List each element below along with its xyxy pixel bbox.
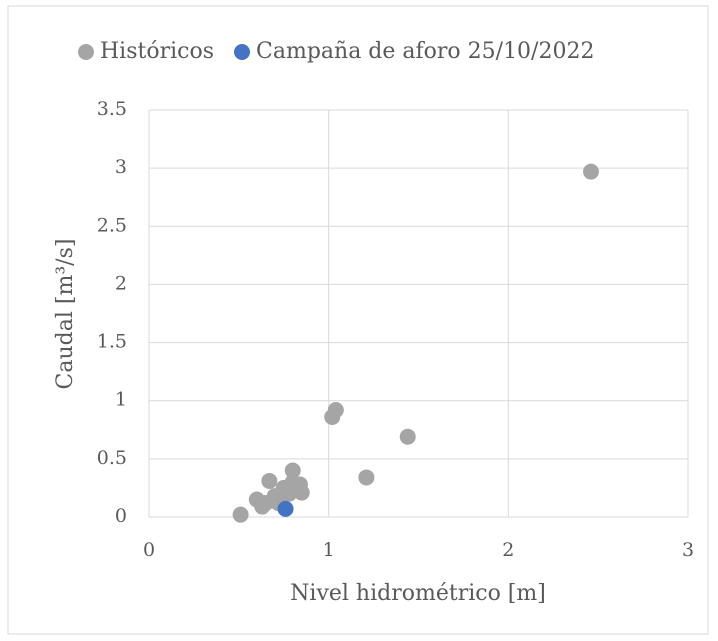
legend-marker (78, 44, 94, 60)
chart-frame (7, 5, 709, 635)
legend-label: Históricos (100, 39, 214, 64)
y-tick-label: 2 (115, 272, 127, 294)
legend-label: Campaña de aforo 25/10/2022 (256, 39, 594, 64)
point (232, 506, 249, 523)
y-tick-label: 3 (115, 156, 127, 178)
y-tick-label: 0 (115, 505, 127, 527)
x-axis-title: Nivel hidrométrico [m] (290, 581, 546, 606)
x-tick-label: 3 (682, 539, 694, 561)
point (257, 495, 274, 512)
y-axis-title: Caudal [m³/s] (53, 239, 78, 390)
point (284, 462, 301, 479)
y-tick-label: 2.5 (97, 214, 127, 236)
x-tick-label: 2 (502, 539, 514, 561)
point (582, 163, 599, 180)
point (324, 408, 341, 425)
y-tick-label: 1.5 (97, 331, 127, 353)
x-tick-label: 1 (323, 539, 335, 561)
point (284, 474, 301, 491)
point (261, 472, 278, 489)
point (399, 428, 416, 445)
point (358, 469, 375, 486)
y-tick-label: 1 (115, 389, 127, 411)
point (277, 500, 294, 517)
x-tick-label: 0 (143, 539, 155, 561)
y-tick-label: 3.5 (97, 98, 127, 120)
legend-marker (234, 44, 251, 60)
y-tick-label: 0.5 (97, 447, 127, 469)
